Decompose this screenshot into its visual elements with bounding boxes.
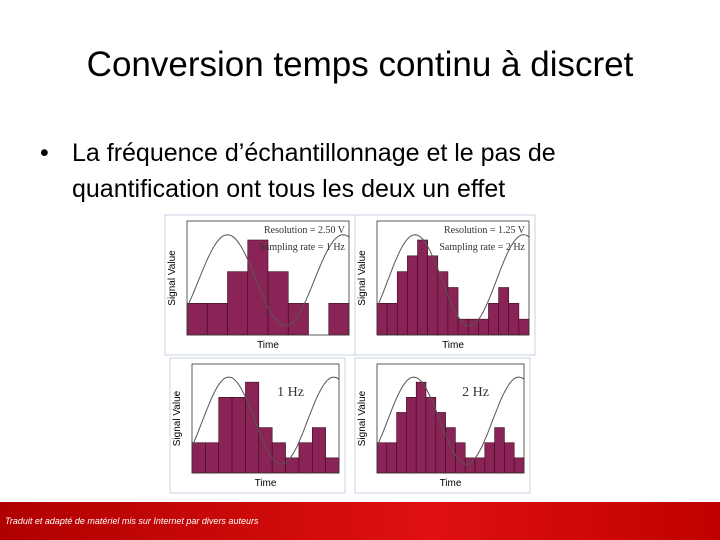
bar: [417, 239, 428, 336]
y-axis-label: Signal Value: [172, 390, 183, 446]
annotation: Sampling rate = 2 Hz: [439, 242, 525, 253]
plot-area: [376, 363, 525, 474]
annotation: Sampling rate = 1 Hz: [259, 242, 345, 253]
bar: [247, 239, 269, 336]
bar: [396, 412, 407, 474]
footer-text: Traduit et adapté de matériel mis sur In…: [5, 516, 259, 526]
signal-curve: [186, 234, 350, 327]
y-axis-label: Signal Value: [357, 250, 368, 306]
x-axis-label: Time: [440, 478, 462, 489]
annotation: Resolution = 2.50 V: [264, 225, 346, 236]
bar: [231, 397, 246, 474]
bar: [227, 271, 249, 336]
signal-curve: [376, 234, 530, 327]
bar: [425, 397, 437, 474]
bar: [376, 442, 388, 474]
bar: [325, 457, 340, 474]
bar: [205, 442, 220, 474]
bar: [445, 427, 456, 474]
bar: [245, 381, 260, 474]
bar: [504, 442, 515, 474]
signal-curve: [376, 376, 525, 465]
bar: [447, 287, 459, 336]
bar: [494, 427, 505, 474]
bar: [498, 287, 510, 336]
annotation: 2 Hz: [462, 385, 489, 400]
panel: Signal Value Time 2 Hz: [354, 357, 531, 494]
bar: [478, 318, 489, 336]
bar: [407, 255, 418, 336]
annotation: Resolution = 1.25 V: [444, 225, 526, 236]
bar: [386, 303, 398, 336]
annotation: 1 Hz: [277, 385, 304, 400]
x-axis-label: Time: [257, 340, 279, 351]
bar: [508, 303, 520, 336]
x-axis-label: Time: [442, 340, 464, 351]
bar: [311, 427, 326, 474]
bar: [415, 381, 427, 474]
bar: [513, 457, 525, 474]
figure: Signal Value Time Resolution = 2.50 V Sampl…: [164, 214, 536, 494]
bar: [287, 303, 309, 336]
bar: [396, 271, 408, 336]
bar: [191, 442, 206, 474]
bar: [186, 303, 208, 336]
x-axis-label: Time: [255, 478, 277, 489]
bar: [386, 442, 397, 474]
panel: Signal Value Time Resolution = 2.50 V Sampl…: [164, 214, 356, 356]
bar: [218, 397, 233, 474]
plot-area: [376, 220, 530, 336]
bar: [518, 318, 530, 336]
bar: [474, 457, 486, 474]
bullet: • La fréquence d’échantillonnage et le pa…: [40, 135, 660, 207]
plot-area: [186, 220, 350, 336]
plot-area: [191, 363, 340, 474]
bar: [285, 457, 300, 474]
bullet-text: La fréquence d’échantillonnage et le pas…: [72, 139, 556, 203]
panel: Signal Value Time 1 Hz: [169, 357, 346, 494]
bar: [328, 303, 350, 336]
bar: [427, 255, 439, 336]
footer-bar: Traduit et adapté de matériel mis sur In…: [0, 502, 720, 540]
bar: [206, 303, 228, 336]
bar: [271, 442, 286, 474]
signal-curve: [191, 376, 340, 465]
bar: [298, 442, 313, 474]
bullet-dot: •: [40, 139, 49, 167]
panel: Signal Value Time Resolution = 1.25 V Sampl…: [354, 214, 536, 356]
bar: [406, 397, 417, 474]
y-axis-label: Signal Value: [357, 390, 368, 446]
y-axis-label: Signal Value: [167, 250, 178, 306]
bar: [376, 303, 388, 336]
slide-title: Conversion temps continu à discret: [86, 45, 634, 84]
bar: [488, 303, 499, 336]
bar: [457, 318, 469, 336]
bar: [484, 442, 495, 474]
